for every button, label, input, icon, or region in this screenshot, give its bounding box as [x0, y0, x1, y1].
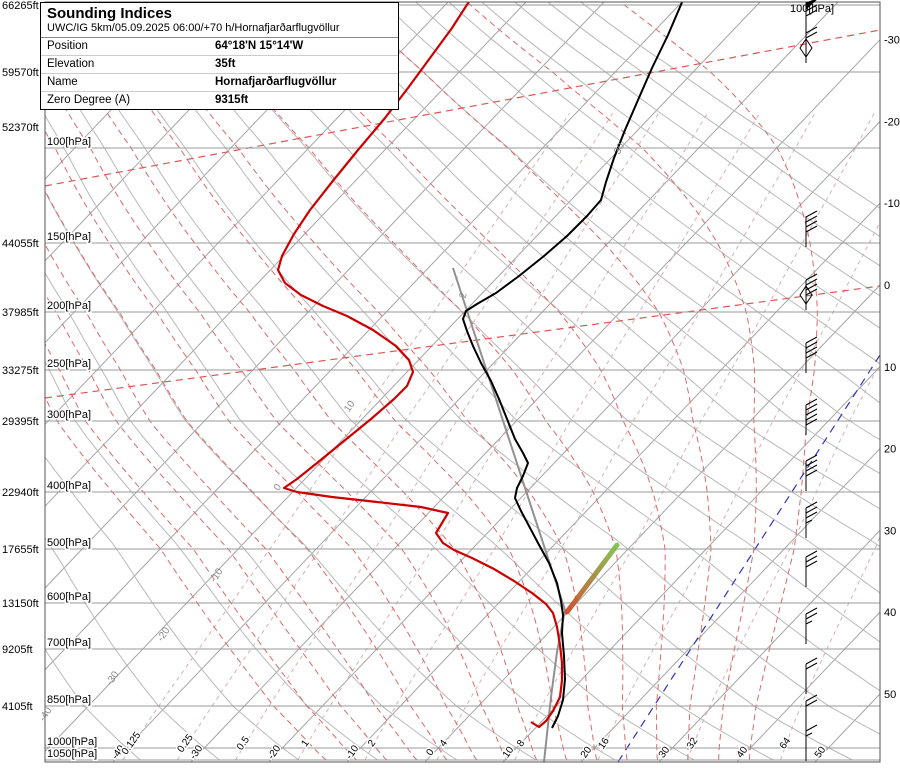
wind-barb — [805, 724, 818, 761]
svg-text:600[hPa]: 600[hPa] — [47, 591, 91, 603]
wind-barb — [805, 210, 818, 247]
info-row: Elevation 35ft — [41, 56, 398, 74]
right-axis-labels: -30 -20 -10 0 10 20 30 40 50 100[hPa] — [790, 3, 900, 701]
svg-text:100[hPa]: 100[hPa] — [47, 136, 91, 148]
svg-text:-10: -10 — [344, 743, 362, 762]
svg-text:150[hPa]: 150[hPa] — [47, 231, 91, 243]
svg-text:4: 4 — [438, 738, 450, 749]
svg-text:9205ft: 9205ft — [2, 644, 33, 656]
svg-text:33275ft: 33275ft — [2, 365, 39, 377]
wind-barb — [805, 398, 818, 435]
dewpoint-curve — [276, 2, 564, 729]
svg-text:-30: -30 — [104, 669, 121, 687]
svg-text:66265ft: 66265ft — [2, 0, 39, 12]
info-title: Sounding Indices — [47, 5, 173, 22]
svg-text:29395ft: 29395ft — [2, 416, 39, 428]
svg-text:100[hPa]: 100[hPa] — [790, 3, 834, 15]
svg-text:300[hPa]: 300[hPa] — [47, 409, 91, 421]
info-row-value: 35ft — [215, 58, 236, 70]
svg-text:1000[hPa]: 1000[hPa] — [47, 736, 97, 748]
svg-text:17655ft: 17655ft — [2, 544, 39, 556]
cape-segment — [564, 542, 620, 615]
svg-text:1050[hPa]: 1050[hPa] — [47, 748, 97, 760]
wind-barb — [805, 454, 818, 491]
left-axis-labels: 66265ft 59570ft 52370ft 100[hPa] 44055ft 150[… — [2, 0, 99, 762]
plot-border — [44, 1, 881, 763]
svg-text:30: 30 — [884, 525, 896, 537]
info-row: Position 64°18'N 15°14'W — [41, 38, 398, 56]
svg-text:13150ft: 13150ft — [2, 598, 39, 610]
svg-text:2: 2 — [458, 291, 470, 299]
svg-text:37985ft: 37985ft — [2, 307, 39, 319]
sounding-info-box: Sounding Indices UWC/IG 5km/05.09.2025 0… — [40, 2, 399, 110]
svg-text:44055ft: 44055ft — [2, 238, 39, 250]
svg-text:850[hPa]: 850[hPa] — [47, 694, 91, 706]
svg-text:16: 16 — [596, 735, 612, 751]
svg-text:32: 32 — [685, 735, 701, 751]
svg-text:40: 40 — [884, 607, 896, 619]
info-row-value: 64°18'N 15°14'W — [215, 40, 304, 52]
svg-text:500[hPa]: 500[hPa] — [47, 537, 91, 549]
svg-text:30: 30 — [612, 141, 627, 156]
info-row: Name Hornafjarðarflugvöllur — [41, 74, 398, 92]
svg-text:-20: -20 — [884, 116, 900, 128]
svg-text:22940ft: 22940ft — [2, 487, 39, 499]
mixing-ratio-lines — [122, 113, 880, 761]
reference-lines — [45, 29, 880, 762]
svg-text:52370ft: 52370ft — [2, 122, 39, 134]
info-row-value: 9315ft — [215, 94, 249, 106]
svg-text:400[hPa]: 400[hPa] — [47, 480, 91, 492]
wind-barb — [805, 550, 818, 587]
svg-text:-10: -10 — [884, 198, 900, 210]
svg-text:10: 10 — [884, 362, 896, 374]
svg-text:0: 0 — [884, 280, 890, 292]
svg-text:-10: -10 — [208, 566, 225, 584]
info-row: Zero Degree (A) 9315ft — [41, 92, 398, 109]
svg-text:4105ft: 4105ft — [2, 701, 33, 713]
wind-barb — [805, 336, 818, 373]
parcel-curve — [452, 267, 567, 762]
svg-text:64: 64 — [778, 735, 794, 751]
wind-barb — [799, 273, 818, 310]
wind-barb — [805, 694, 818, 731]
svg-text:2: 2 — [366, 738, 378, 749]
info-rows: Position 64°18'N 15°14'W Elevation 35ft Name… — [41, 38, 398, 109]
temperature-curve — [462, 2, 684, 729]
info-row-value: Hornafjarðarflugvöllur — [215, 76, 337, 88]
svg-text:200[hPa]: 200[hPa] — [47, 300, 91, 312]
info-subtitle: UWC/IG 5km/05.09.2025 06:00/+70 h/Hornaf… — [41, 22, 398, 38]
svg-text:-40: -40 — [37, 705, 54, 723]
info-row-label: Zero Degree (A) — [47, 94, 131, 106]
wind-barb — [805, 501, 818, 538]
svg-text:0: 0 — [272, 482, 284, 493]
svg-text:-30: -30 — [884, 35, 900, 47]
wind-barb — [805, 607, 818, 644]
info-row-label: Name — [47, 76, 78, 88]
wind-barb — [805, 0, 818, 33]
svg-text:700[hPa]: 700[hPa] — [47, 637, 91, 649]
svg-text:59570ft: 59570ft — [2, 67, 39, 79]
wind-barb — [799, 26, 818, 63]
svg-text:20: 20 — [884, 444, 896, 456]
info-row-label: Position — [47, 40, 88, 52]
svg-text:1: 1 — [299, 738, 311, 749]
wind-barbs — [799, 0, 818, 761]
wind-barb — [805, 657, 818, 694]
info-row-label: Elevation — [47, 58, 95, 70]
svg-text:50: 50 — [884, 689, 896, 701]
svg-text:250[hPa]: 250[hPa] — [47, 358, 91, 370]
